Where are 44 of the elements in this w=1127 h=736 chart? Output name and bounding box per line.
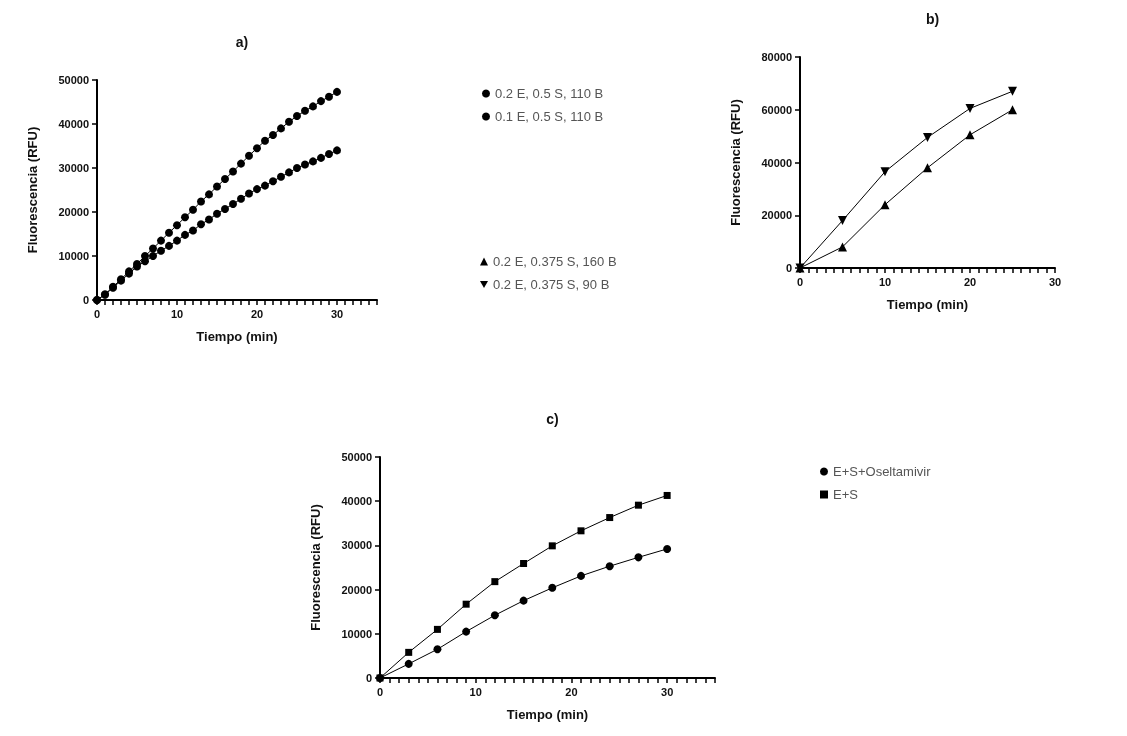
y-tick-label: 10000 [341,627,372,640]
y-tick-label: 0 [365,672,372,684]
y-tick-label: 50000 [341,451,372,463]
y-axis-title: Fluorescencia (RFU) [728,99,743,226]
y-tick-label: 30000 [58,162,89,174]
legend-label: E+S [833,487,859,502]
y-tick-label: 50000 [58,74,89,86]
chart-title: c) [546,411,559,427]
y-axis-title: Fluorescencia (RFU) [308,504,323,631]
chart-title: a) [235,34,249,50]
x-tick-label: 0 [796,275,804,288]
legend-label: 0.2 E, 0.375 S, 90 B [493,277,610,292]
legend-label: 0.2 E, 0.375 S, 160 B [493,254,617,269]
x-tick-label: 20 [250,307,264,320]
y-tick-label: 40000 [761,156,792,169]
x-tick-label: 20 [565,685,578,698]
y-tick-label: 40000 [58,118,89,130]
x-tick-label: 10 [878,275,892,288]
y-tick-label: 10000 [58,250,89,262]
x-axis-title: Tiempo (min) [886,297,969,312]
y-axis-title: Fluorescencia (RFU) [25,126,40,254]
x-tick-label: 30 [1048,275,1062,288]
y-tick-label: 30000 [341,539,372,552]
y-tick-label: 60000 [761,103,792,116]
y-tick-label: 20000 [341,583,372,596]
legend-label: E+S+Oseltamivir [833,464,932,479]
x-axis-title: Tiempo (min) [506,707,589,722]
y-tick-label: 0 [785,262,792,274]
x-tick-label: 0 [93,307,101,320]
legend-label: 0.2 E, 0.5 S, 110 B [495,86,604,101]
y-tick-label: 20000 [58,206,89,218]
x-tick-label: 30 [661,685,674,698]
legend-label: 0.1 E, 0.5 S, 110 B [495,109,604,124]
x-tick-label: 10 [469,685,482,698]
x-tick-label: 20 [963,275,977,288]
y-tick-label: 0 [82,294,89,306]
chart-title: b) [925,11,940,27]
x-tick-label: 10 [170,307,184,320]
y-tick-label: 40000 [341,495,372,508]
x-tick-label: 30 [330,307,344,320]
y-tick-label: 80000 [761,51,792,63]
y-tick-label: 20000 [761,209,792,222]
x-tick-label: 0 [376,685,384,698]
x-axis-title: Tiempo (min) [196,329,278,344]
